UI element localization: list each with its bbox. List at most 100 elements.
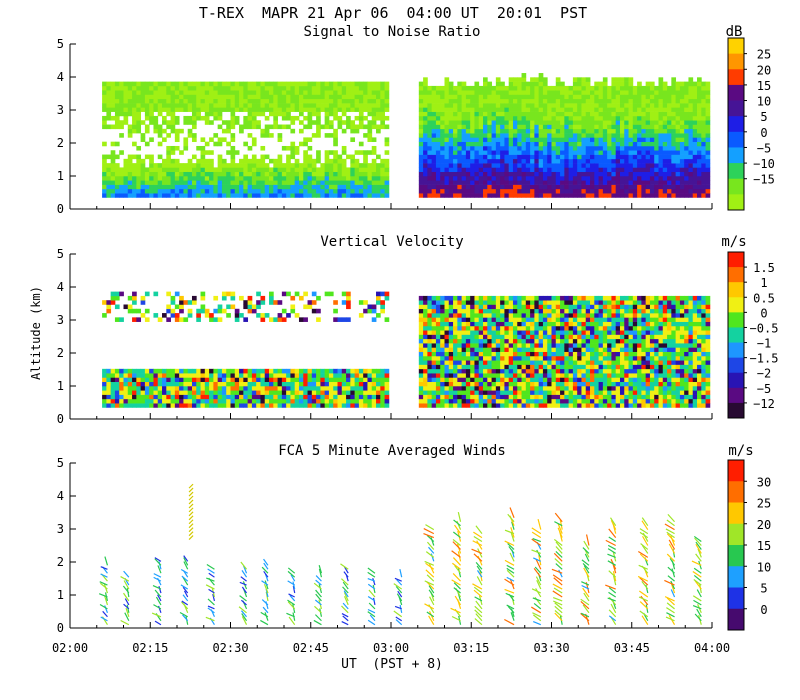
heat-cell bbox=[444, 133, 450, 138]
heat-cell bbox=[512, 184, 518, 190]
heat-cell bbox=[461, 394, 467, 400]
heat-cell bbox=[551, 141, 557, 147]
heat-cell bbox=[555, 107, 561, 112]
heat-cell bbox=[611, 176, 617, 181]
heat-cell bbox=[602, 98, 608, 104]
heat-cell bbox=[671, 115, 677, 121]
heat-cell bbox=[453, 141, 458, 147]
heat-cell bbox=[457, 317, 463, 322]
heat-cell bbox=[572, 188, 578, 194]
heat-cell bbox=[376, 313, 381, 318]
heat-cell bbox=[136, 373, 142, 378]
heat-cell bbox=[363, 154, 368, 160]
heat-cell bbox=[174, 390, 180, 395]
heat-cell bbox=[153, 98, 159, 104]
heat-cell bbox=[461, 188, 467, 194]
heat-cell bbox=[431, 115, 437, 121]
heat-cell bbox=[196, 103, 201, 108]
heat-cell bbox=[542, 180, 548, 185]
heat-cell bbox=[560, 137, 565, 142]
heat-cell bbox=[619, 180, 625, 185]
heat-cell bbox=[538, 73, 544, 78]
heat-cell bbox=[277, 394, 283, 400]
heat-cell bbox=[234, 120, 240, 125]
heat-cell bbox=[243, 377, 249, 383]
heat-cell bbox=[337, 368, 343, 374]
heat-cell bbox=[491, 304, 497, 310]
heat-cell bbox=[431, 188, 437, 194]
heat-cell bbox=[521, 364, 527, 370]
heat-cell bbox=[367, 377, 373, 383]
heat-cell bbox=[560, 368, 565, 374]
heat-cell bbox=[602, 184, 608, 190]
heat-cell bbox=[307, 158, 313, 164]
heat-cell bbox=[431, 321, 437, 327]
heat-cell bbox=[140, 377, 146, 383]
heat-cell bbox=[487, 184, 492, 190]
heat-cell bbox=[277, 81, 283, 87]
heat-cell bbox=[316, 158, 321, 164]
heat-cell bbox=[230, 98, 236, 104]
heat-cell bbox=[435, 355, 441, 361]
heat-cell bbox=[346, 188, 351, 194]
heat-cell bbox=[303, 158, 308, 164]
heat-cell bbox=[547, 124, 552, 130]
heat-cell bbox=[367, 128, 373, 134]
heat-cell bbox=[534, 133, 540, 138]
heat-cell bbox=[542, 94, 548, 100]
heat-cell bbox=[491, 94, 497, 100]
heat-cell bbox=[530, 390, 535, 395]
heat-cell bbox=[491, 90, 497, 95]
heat-cell bbox=[671, 137, 677, 142]
heat-cell bbox=[110, 403, 116, 408]
heat-cell bbox=[273, 193, 278, 198]
heat-cell bbox=[149, 103, 154, 108]
heat-cell bbox=[641, 184, 647, 190]
heat-cell bbox=[418, 386, 424, 391]
heat-cell bbox=[127, 368, 133, 374]
heat-cell bbox=[560, 115, 565, 121]
heat-cell bbox=[521, 184, 527, 190]
heat-cell bbox=[555, 180, 561, 185]
heat-cell bbox=[440, 180, 445, 185]
heat-cell bbox=[517, 364, 522, 370]
heat-cell bbox=[645, 90, 651, 95]
heat-cell bbox=[491, 193, 497, 198]
heat-cell bbox=[226, 150, 231, 155]
heat-cell bbox=[256, 167, 261, 173]
heat-cell bbox=[521, 398, 527, 404]
heat-cell bbox=[106, 373, 112, 378]
heat-cell bbox=[153, 398, 159, 404]
heat-cell bbox=[337, 373, 343, 378]
heat-cell bbox=[380, 386, 385, 391]
heat-cell bbox=[354, 180, 360, 185]
heat-cell bbox=[418, 145, 424, 151]
heat-cell bbox=[170, 81, 176, 87]
heat-cell bbox=[290, 90, 296, 95]
heat-cell bbox=[174, 90, 180, 95]
heat-cell bbox=[517, 325, 522, 331]
heat-cell bbox=[453, 158, 458, 164]
heat-cell bbox=[136, 377, 142, 383]
heat-cell bbox=[465, 154, 471, 160]
heat-cell bbox=[187, 128, 193, 134]
heat-cell bbox=[679, 107, 685, 112]
heat-cell bbox=[534, 295, 540, 301]
heat-cell bbox=[187, 163, 193, 168]
heat-cell bbox=[418, 193, 424, 198]
heat-cell bbox=[508, 171, 514, 177]
heat-cell bbox=[624, 180, 629, 185]
heat-cell bbox=[667, 107, 672, 112]
heat-cell bbox=[572, 128, 578, 134]
heat-cell bbox=[645, 85, 651, 91]
heat-cell bbox=[461, 176, 467, 181]
heat-cell bbox=[457, 300, 463, 305]
heat-cell bbox=[572, 77, 578, 82]
y-tick-label: 0 bbox=[57, 202, 64, 216]
heat-cell bbox=[217, 141, 223, 147]
heat-cell bbox=[512, 403, 518, 408]
heat-cell bbox=[367, 103, 373, 108]
heat-cell bbox=[269, 368, 274, 374]
heat-cell bbox=[465, 325, 471, 331]
heat-cell bbox=[281, 171, 287, 177]
